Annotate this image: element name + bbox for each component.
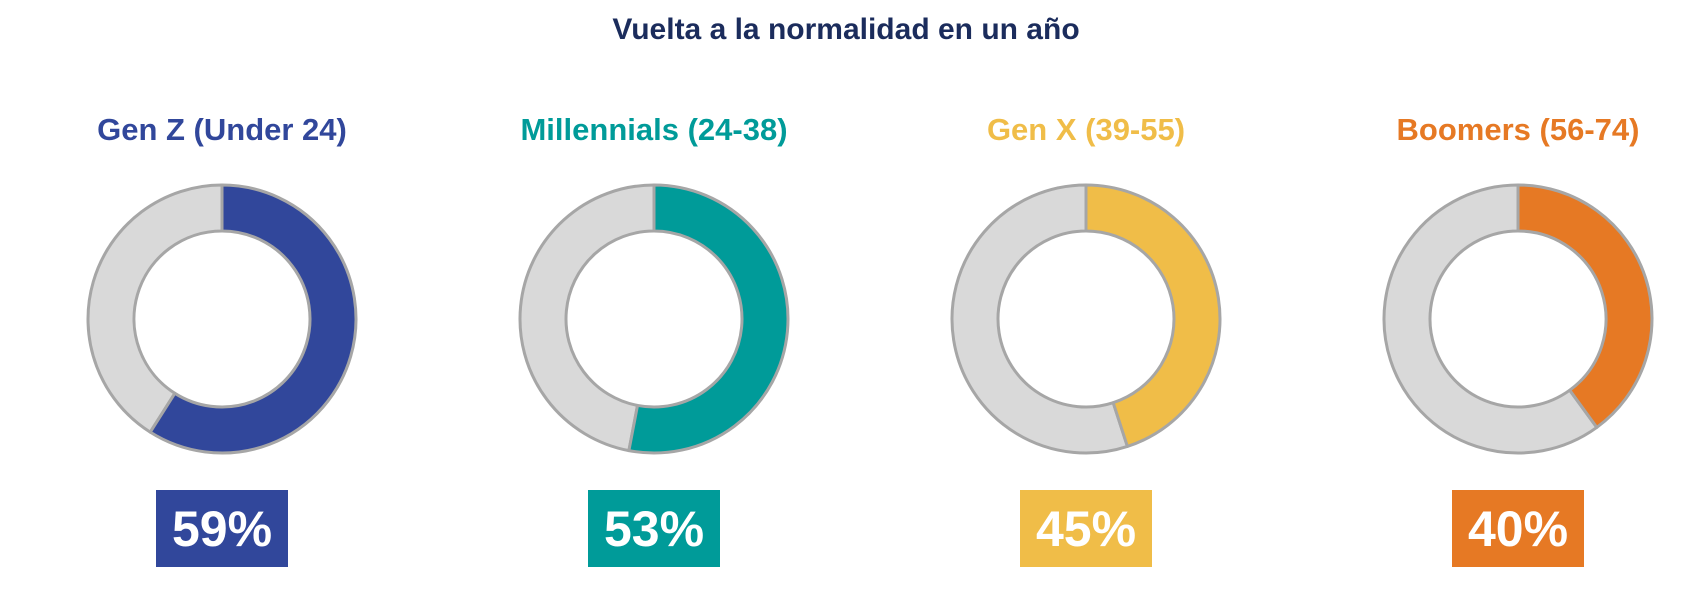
donut-panel-boomers: Boomers (56-74) 40% [1298, 110, 1692, 580]
donut-segment-gen-x [1084, 183, 1222, 448]
donut-chart-gen-z [86, 183, 358, 455]
donut-panel-millennials: Millennials (24-38) 53% [434, 110, 874, 580]
donut-segment-gen-z [148, 183, 358, 455]
donut-chart-boomers [1382, 183, 1654, 455]
value-badge-gen-x: 45% [1020, 490, 1152, 567]
donut-chart-gen-x [950, 183, 1222, 455]
donut-remainder-gen-x [950, 183, 1129, 455]
donut-remainder-millennials [518, 183, 656, 453]
value-badge-gen-z: 59% [156, 490, 288, 567]
donut-panel-gen-x: Gen X (39-55) 45% [866, 110, 1306, 580]
donut-chart-millennials [518, 183, 790, 455]
series-label-gen-x: Gen X (39-55) [986, 112, 1186, 147]
donut-remainder-boomers [1382, 183, 1599, 455]
value-badge-millennials: 53% [588, 490, 720, 567]
series-label-gen-z: Gen Z (Under 24) [97, 112, 347, 147]
donut-segment-millennials [627, 183, 790, 455]
donut-panel-gen-z: Gen Z (Under 24) 59% [2, 110, 442, 580]
chart-title: Vuelta a la normalidad en un año [612, 13, 1080, 46]
donut-segment-boomers [1516, 183, 1654, 429]
series-label-millennials: Millennials (24-38) [520, 112, 788, 147]
value-badge-boomers: 40% [1452, 490, 1584, 567]
series-label-boomers: Boomers (56-74) [1396, 112, 1640, 147]
donut-remainder-gen-z [86, 183, 224, 434]
